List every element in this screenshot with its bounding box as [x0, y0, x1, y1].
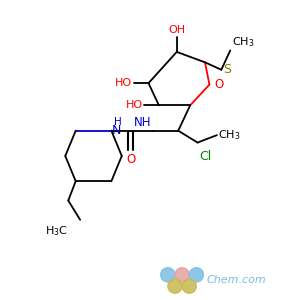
Circle shape: [161, 268, 175, 282]
Text: CH$_3$: CH$_3$: [218, 128, 241, 142]
Text: Chem.com: Chem.com: [206, 275, 266, 285]
Circle shape: [182, 279, 196, 293]
Text: H$_3$C: H$_3$C: [45, 224, 68, 238]
Circle shape: [168, 279, 182, 293]
Text: O: O: [126, 153, 135, 166]
Text: H: H: [114, 117, 122, 127]
Circle shape: [189, 268, 203, 282]
Text: CH$_3$: CH$_3$: [232, 35, 254, 49]
Text: NH: NH: [134, 116, 152, 129]
Text: OH: OH: [168, 25, 185, 35]
Text: O: O: [215, 78, 224, 91]
Text: HO: HO: [125, 100, 142, 110]
Text: S: S: [223, 63, 231, 76]
Text: N: N: [112, 124, 121, 137]
Text: HO: HO: [115, 78, 132, 88]
Circle shape: [175, 268, 189, 282]
Text: Cl: Cl: [199, 150, 211, 163]
